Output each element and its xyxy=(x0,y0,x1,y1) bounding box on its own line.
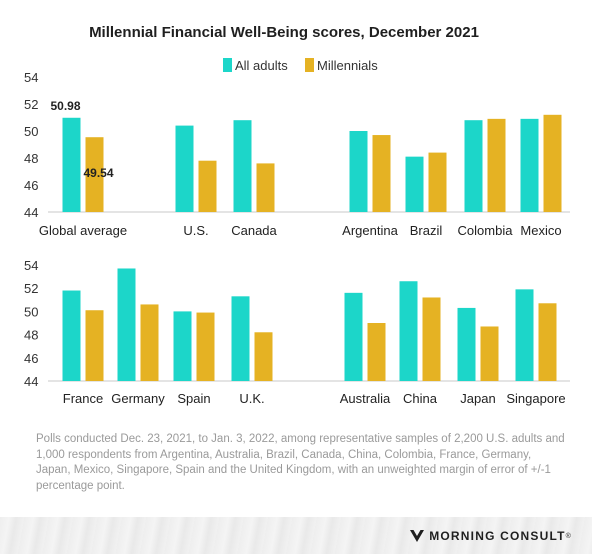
bar-all-adults-colombia xyxy=(464,120,483,212)
bar-millennials-argentina xyxy=(372,135,391,212)
y-tick-label: 44 xyxy=(24,205,38,220)
bar-millennials-china xyxy=(422,297,441,381)
category-label-china: China xyxy=(403,391,438,406)
bar-all-adults-brazil xyxy=(405,156,424,212)
footer-bar: MORNING CONSULT ® xyxy=(0,517,592,554)
category-label-global-average: Global average xyxy=(39,223,127,238)
data-label-millennials: 49.54 xyxy=(83,166,113,180)
y-tick-label: 48 xyxy=(24,151,38,166)
category-label-colombia: Colombia xyxy=(458,223,514,238)
bar-millennials-u-k xyxy=(254,332,273,381)
bar-millennials-brazil xyxy=(428,152,447,212)
category-label-brazil: Brazil xyxy=(410,223,443,238)
bar-all-adults-france xyxy=(62,290,81,381)
category-label-u-k: U.K. xyxy=(239,391,264,406)
y-tick-label: 48 xyxy=(24,328,38,343)
bar-all-adults-germany xyxy=(117,268,136,381)
bar-millennials-singapore xyxy=(538,303,557,381)
bar-millennials-mexico xyxy=(543,114,562,212)
bar-all-adults-mexico xyxy=(520,118,539,212)
bar-all-adults-canada xyxy=(233,120,252,212)
brand-registered: ® xyxy=(565,532,572,540)
bar-millennials-japan xyxy=(480,326,499,381)
bar-millennials-france xyxy=(85,310,104,381)
bar-all-adults-australia xyxy=(344,292,363,381)
brand-logo[interactable]: MORNING CONSULT ® xyxy=(410,529,572,543)
category-label-spain: Spain xyxy=(177,391,210,406)
legend-swatch-all-adults xyxy=(223,58,232,72)
bar-millennials-global-average xyxy=(85,137,104,212)
category-label-france: France xyxy=(63,391,103,406)
legend: All adults Millennials xyxy=(223,58,378,73)
category-label-singapore: Singapore xyxy=(506,391,565,406)
y-tick-label: 46 xyxy=(24,351,38,366)
bar-millennials-australia xyxy=(367,323,386,381)
category-label-u-s: U.S. xyxy=(183,223,208,238)
bar-all-adults-singapore xyxy=(515,289,534,381)
chart: Millennial Financial Well-Being scores, … xyxy=(24,24,570,406)
bar-millennials-u-s xyxy=(198,160,217,212)
bar-all-adults-spain xyxy=(173,311,192,381)
legend-label-millennials: Millennials xyxy=(317,58,378,73)
category-label-argentina: Argentina xyxy=(342,223,398,238)
category-label-canada: Canada xyxy=(231,223,277,238)
bar-all-adults-u-k xyxy=(231,296,250,381)
y-tick-label: 44 xyxy=(24,374,38,389)
y-tick-label: 52 xyxy=(24,281,38,296)
legend-swatch-millennials xyxy=(305,58,314,72)
morning-consult-logo-icon xyxy=(410,530,425,542)
footnote: Polls conducted Dec. 23, 2021, to Jan. 3… xyxy=(36,433,565,492)
y-tick-label: 54 xyxy=(24,258,38,273)
brand-name: MORNING CONSULT xyxy=(429,529,566,543)
bar-millennials-germany xyxy=(140,304,159,381)
data-label-all-adults: 50.98 xyxy=(50,99,80,113)
bar-all-adults-u-s xyxy=(175,125,194,212)
bar-all-adults-argentina xyxy=(349,131,368,212)
y-tick-label: 50 xyxy=(24,304,38,319)
category-label-australia: Australia xyxy=(340,391,391,406)
bar-millennials-colombia xyxy=(487,118,506,212)
category-label-japan: Japan xyxy=(460,391,495,406)
bar-millennials-canada xyxy=(256,163,275,212)
y-tick-label: 46 xyxy=(24,178,38,193)
bar-all-adults-japan xyxy=(457,307,476,381)
category-label-germany: Germany xyxy=(111,391,165,406)
bar-all-adults-global-average xyxy=(62,117,81,212)
y-tick-label: 54 xyxy=(24,70,38,85)
y-tick-label: 50 xyxy=(24,124,38,139)
category-label-mexico: Mexico xyxy=(520,223,561,238)
chart-title: Millennial Financial Well-Being scores, … xyxy=(89,24,479,41)
y-tick-label: 52 xyxy=(24,97,38,112)
legend-label-all-adults: All adults xyxy=(235,58,288,73)
bar-millennials-spain xyxy=(196,312,215,381)
bar-all-adults-china xyxy=(399,281,418,381)
